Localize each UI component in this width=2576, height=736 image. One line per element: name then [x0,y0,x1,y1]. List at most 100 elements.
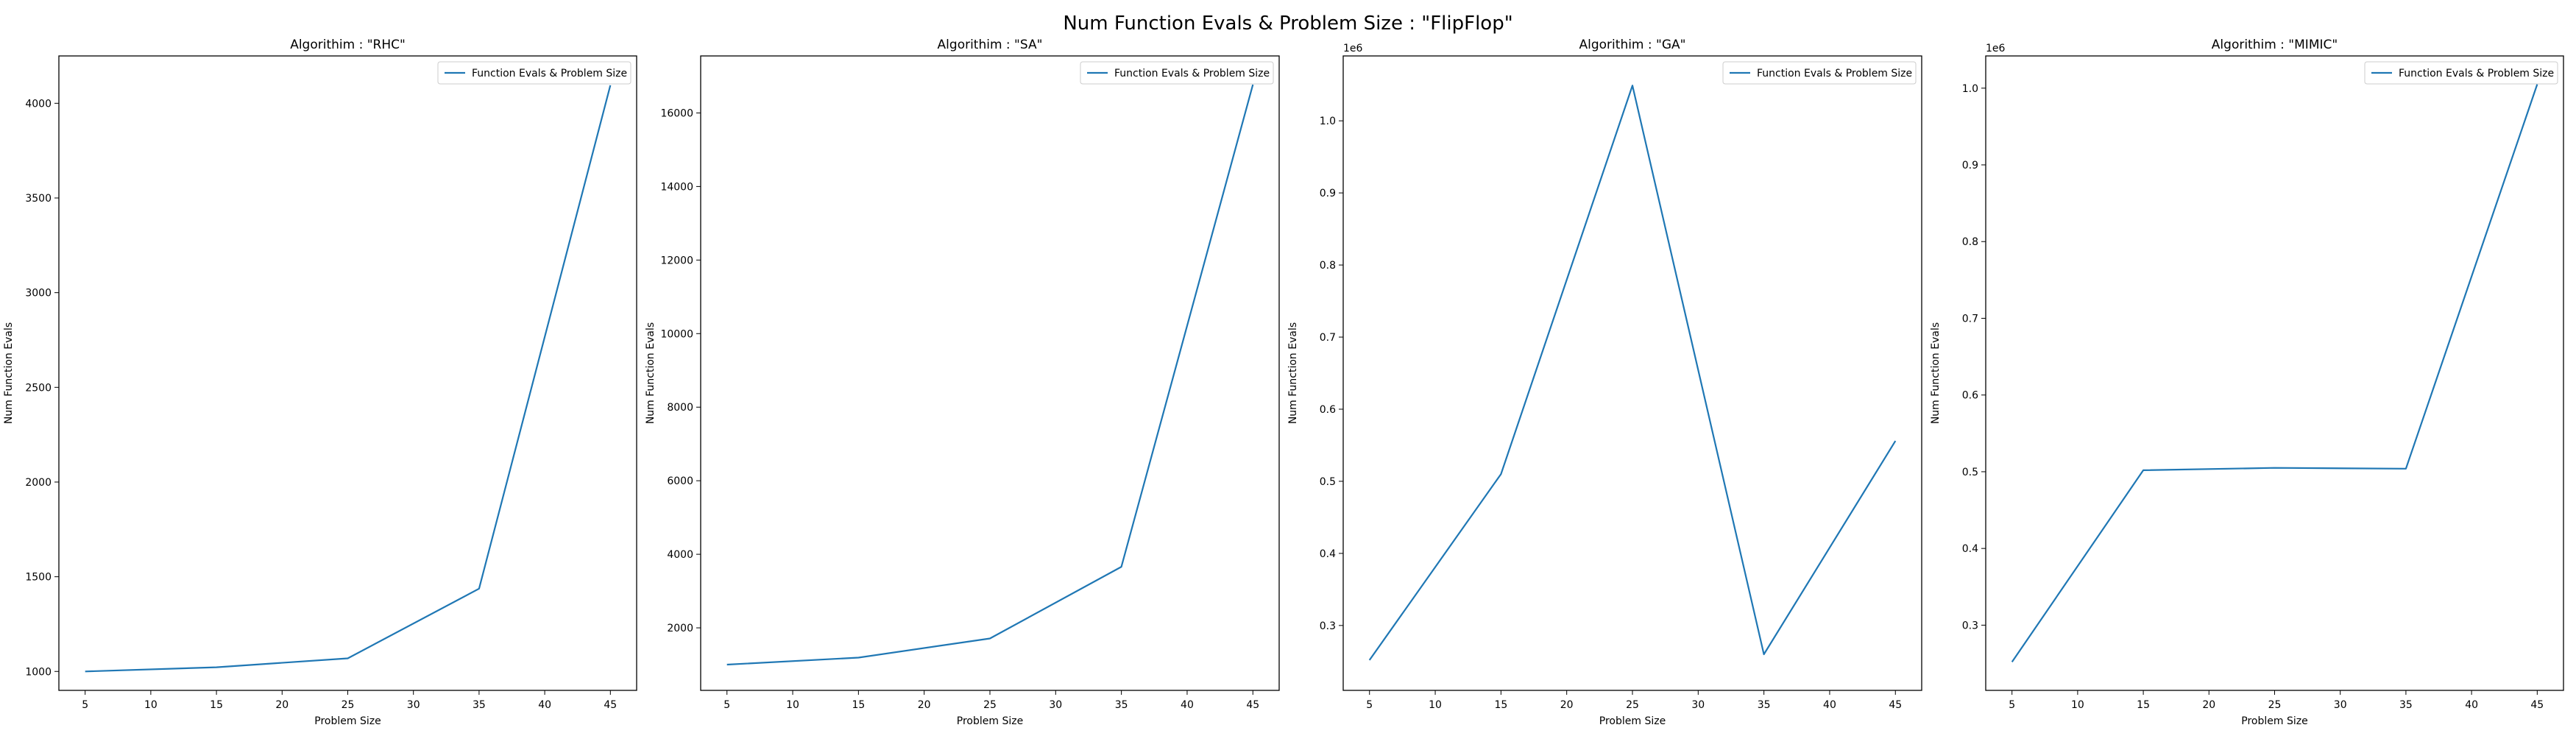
chart-panel-4: Algorithim : "MIMIC" 5 10 15 20 25 30 35 40 45 0.3… [1930,38,2564,727]
legend: Function Evals & Problem Size [437,61,631,85]
legend-box [2364,61,2558,85]
x-tick-label: 45 [604,699,617,711]
x-axis-label: Problem Size [1599,715,1666,727]
x-tick-label: 45 [1889,699,1902,711]
x-tick-label: 30 [1691,699,1705,711]
y-tick-label: 0.3 [1962,620,1978,631]
x-tick-label: 15 [2137,699,2150,711]
x-tick-label: 35 [1115,699,1128,711]
legend-box [1080,61,1274,85]
y-axis-label: Num Function Evals [1287,322,1299,424]
legend: Function Evals & Problem Size [1080,61,1274,85]
x-tick-label: 20 [918,699,931,711]
y-tick-label: 1.0 [1320,116,1336,127]
y-tick-label: 3000 [25,288,52,300]
y-tick-label: 0.5 [1962,467,1978,478]
x-tick-label: 30 [1049,699,1062,711]
series-line [85,85,612,673]
y-tick-label: 0.3 [1320,620,1336,632]
y-tick-label: 4000 [25,98,52,110]
y-tick-label: 0.8 [1320,260,1336,272]
y-tick-label: 1000 [25,666,52,678]
x-tick-label: 45 [2530,699,2544,711]
x-axis-label: Problem Size [2241,715,2307,727]
plot-area [700,55,1280,691]
plot-area [1985,55,2564,691]
y-offset-label: 1e6 [1343,43,1363,54]
x-tick-label: 40 [538,699,551,711]
y-axis-label: Num Function Evals [1930,322,1942,424]
y-tick-label: 1500 [25,572,52,584]
y-tick-label: 12000 [660,255,693,266]
x-tick-label: 20 [1560,699,1574,711]
x-tick-label: 5 [2009,699,2015,711]
y-tick-label: 0.8 [1962,236,1978,248]
y-tick-label: 2000 [25,477,52,489]
y-tick-label: 2000 [667,623,693,634]
x-tick-label: 15 [1494,699,1507,711]
chart-panel-2: Algorithim : "SA" 5 10 15 20 25 30 35 40 45 2000 40… [645,38,1280,727]
y-tick-label: 3500 [25,193,52,205]
x-tick-label: 25 [342,699,355,711]
x-tick-label: 5 [1366,699,1373,711]
y-tick-label: 1.0 [1962,83,1978,95]
x-tick-label: 30 [2334,699,2347,711]
legend-label: Function Evals & Problem Size [1757,68,1912,79]
y-tick-label: 0.9 [1320,188,1336,199]
chart-title: Algorithim : "SA" [938,38,1043,52]
x-tick-label: 40 [2465,699,2478,711]
y-tick-label: 2500 [25,382,52,394]
x-tick-label: 35 [2399,699,2413,711]
chart-panel-3: Algorithim : "GA" 5 10 15 20 25 30 35 40 45 0.3 0.4… [1287,38,1922,727]
y-tick-label: 0.4 [1320,548,1336,560]
series-line [2011,84,2538,663]
x-tick-label: 25 [1626,699,1639,711]
x-tick-label: 15 [210,699,223,711]
chart-panel-1: Algorithim : "RHC" 5 10 15 20 25 30 35 40 45 1000 1… [3,38,637,727]
y-tick-label: 0.9 [1962,160,1978,171]
x-tick-label: 35 [1758,699,1771,711]
x-tick-label: 10 [144,699,158,711]
y-tick-label: 0.5 [1320,476,1336,488]
x-axis-label: Problem Size [957,715,1023,727]
y-tick-label: 8000 [667,402,693,414]
x-tick-label: 5 [723,699,730,711]
y-axis-label: Num Function Evals [3,322,15,424]
x-tick-label: 20 [275,699,289,711]
chart-panels: Algorithim : "RHC" 5 10 15 20 25 30 35 40 45 1000 1… [3,38,2564,727]
y-tick-label: 10000 [660,328,693,340]
x-tick-label: 25 [983,699,997,711]
chart-title: Algorithim : "RHC" [290,38,406,52]
y-offset-label: 1e6 [1986,43,2006,54]
x-tick-label: 5 [82,699,88,711]
plot-area [58,55,637,691]
series-line [726,84,1254,666]
y-tick-label: 0.7 [1320,332,1336,344]
y-axis-label: Num Function Evals [645,322,657,424]
legend-label: Function Evals & Problem Size [2399,68,2554,79]
y-tick-label: 14000 [660,181,693,193]
figure-suptitle: Num Function Evals & Problem Size : "Fli… [1063,13,1512,35]
y-tick-label: 0.6 [1320,404,1336,416]
y-tick-label: 4000 [667,549,693,561]
y-tick-label: 16000 [660,107,693,119]
x-tick-label: 40 [1823,699,1836,711]
y-tick-label: 6000 [667,475,693,487]
x-tick-label: 20 [2202,699,2215,711]
x-tick-label: 10 [2071,699,2084,711]
y-tick-label: 0.4 [1962,543,1978,555]
legend: Function Evals & Problem Size [2364,61,2558,85]
chart-title: Algorithim : "GA" [1579,38,1686,52]
x-tick-label: 10 [786,699,799,711]
legend-label: Function Evals & Problem Size [1114,68,1270,79]
x-axis-label: Problem Size [314,715,381,727]
y-tick-label: 0.7 [1962,313,1978,325]
series-line [1368,85,1897,661]
x-tick-label: 30 [407,699,420,711]
x-tick-label: 25 [2268,699,2282,711]
legend: Function Evals & Problem Size [1722,61,1917,85]
legend-box [437,61,631,85]
legend-box [1722,61,1917,85]
legend-label: Function Evals & Problem Size [472,68,627,79]
